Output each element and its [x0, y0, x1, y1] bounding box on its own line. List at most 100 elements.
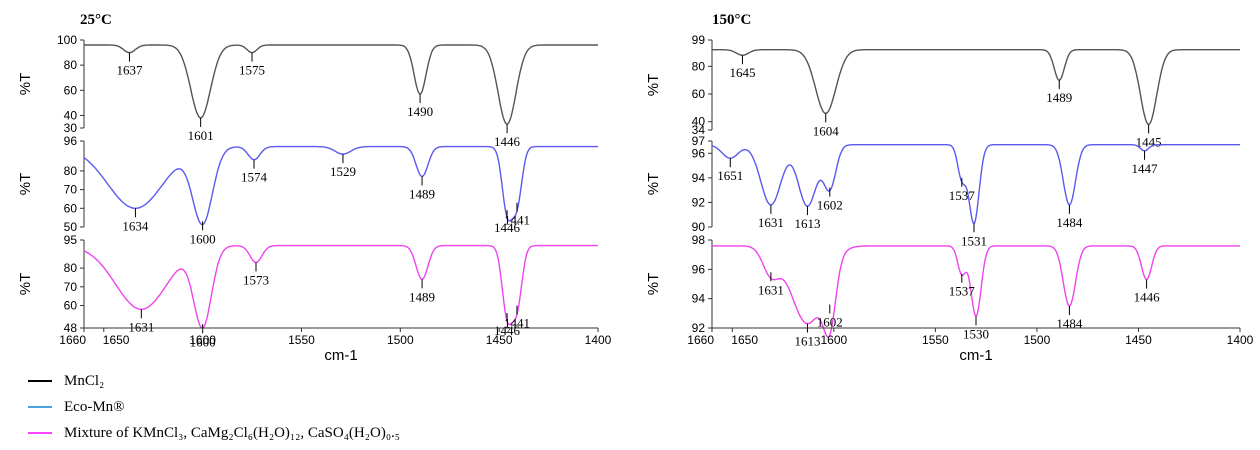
y-tick-label: 70 [64, 183, 78, 197]
peak-label: 1604 [813, 123, 840, 138]
peak-label: 1537 [949, 188, 976, 203]
y-tick-label: 99 [692, 33, 706, 47]
peak-label: 1489 [409, 289, 435, 304]
spectrum-line [712, 49, 1240, 126]
peak-label: 1631 [758, 282, 784, 297]
peak-label: 1645 [729, 65, 755, 80]
peak-label: 1573 [243, 272, 269, 287]
spectrum-line [711, 143, 1240, 225]
peak-label: 1489 [1046, 90, 1072, 105]
x-tick-label: 1400 [585, 333, 612, 347]
y-tick-label: 98 [692, 233, 706, 247]
y-axis-label: %T [17, 173, 34, 196]
legend-swatch-eco-mn [28, 406, 52, 408]
legend-label-eco-mn: Eco-Mn® [64, 398, 125, 415]
y-tick-label: 100 [57, 33, 77, 47]
x-tick-label: 1550 [922, 333, 949, 347]
y-tick-label: 92 [692, 321, 706, 335]
y-axis-label: %T [17, 73, 34, 96]
peak-label: 1613 [794, 216, 820, 231]
y-tick-label: 96 [64, 134, 78, 148]
peak-label: 1531 [961, 233, 987, 248]
x-tick-label: 1550 [288, 333, 315, 347]
peak-label: 1441 [504, 316, 530, 331]
peak-label: 1600 [190, 231, 216, 246]
spectrum-line [83, 244, 598, 329]
x-tick-label: 1500 [387, 333, 414, 347]
y-tick-label: 90 [692, 220, 706, 234]
peak-label: 1446 [1134, 290, 1161, 305]
peak-label: 1446 [494, 220, 521, 235]
y-tick-label: 94 [692, 292, 706, 306]
y-axis-label: %T [17, 273, 34, 296]
x-tick-label: 1600 [189, 333, 216, 347]
peak-label: 1529 [330, 164, 356, 179]
y-tick-label: 40 [64, 108, 78, 122]
chart-title: 150°C [712, 12, 751, 28]
legend-item-eco-mn: Eco-Mn® [28, 394, 400, 420]
y-tick-label: 60 [692, 87, 706, 101]
legend-item-mncl2: MnCl₂ [28, 368, 400, 394]
y-tick-label: 48 [64, 321, 78, 335]
y-tick-label: 92 [692, 195, 706, 209]
y-tick-label: 40 [692, 115, 706, 129]
legend-label-mixture: Mixture of KMnCl₃, CaMg₂Cl₆(H₂O)₁₂, CaSO… [64, 424, 401, 441]
peak-label: 1484 [1056, 316, 1083, 331]
peak-label: 1490 [407, 104, 433, 119]
peak-label: 1446 [494, 134, 521, 149]
peak-label: 1447 [1132, 161, 1159, 176]
y-tick-label: 34 [692, 123, 706, 137]
x-tick-label: 1660 [59, 333, 86, 347]
x-tick-label: 1450 [486, 333, 513, 347]
peak-label: 1631 [128, 319, 154, 334]
x-tick-label: 1450 [1125, 333, 1152, 347]
y-tick-label: 80 [692, 59, 706, 73]
peak-label: 1651 [717, 168, 743, 183]
x-tick-label: 1650 [731, 333, 758, 347]
y-axis-label: %T [645, 74, 662, 97]
x-tick-label: 1650 [103, 333, 130, 347]
ftir-figure: 25°C10080604030%T16371601157514901446968… [17, 12, 1254, 364]
spectrum-line [83, 145, 598, 226]
peak-label: 1537 [949, 284, 976, 299]
peak-label: 1530 [963, 326, 989, 341]
peak-label: 1600 [190, 334, 216, 349]
legend: MnCl₂ Eco-Mn® Mixture of KMnCl₃, CaMg₂Cl… [28, 368, 400, 446]
peak-label: 1484 [1056, 215, 1083, 230]
y-tick-label: 70 [64, 280, 78, 294]
x-tick-label: 1400 [1227, 333, 1254, 347]
x-tick-label: 1660 [687, 333, 714, 347]
peak-label: 1446 [494, 323, 521, 338]
peak-label: 1574 [241, 170, 268, 185]
y-tick-label: 96 [692, 262, 706, 276]
y-axis-label: %T [645, 173, 662, 196]
y-tick-label: 95 [64, 233, 78, 247]
peak-label: 1445 [1136, 134, 1162, 149]
y-tick-label: 30 [64, 121, 78, 135]
peak-label: 1601 [188, 128, 214, 143]
peak-label: 1575 [239, 63, 265, 78]
x-axis-label: cm-1 [959, 347, 992, 364]
legend-label-mncl2: MnCl₂ [64, 372, 105, 389]
peak-label: 1602 [817, 198, 843, 213]
peak-label: 1489 [409, 187, 435, 202]
legend-swatch-mncl2 [28, 380, 52, 382]
peak-label: 1613 [794, 334, 820, 349]
peak-label: 1631 [758, 215, 784, 230]
y-tick-label: 94 [692, 171, 706, 185]
y-axis-label: %T [645, 273, 662, 296]
y-tick-label: 60 [64, 201, 78, 215]
legend-swatch-mixture [28, 432, 52, 434]
y-tick-label: 97 [692, 134, 706, 148]
x-tick-label: 1600 [820, 333, 847, 347]
x-tick-label: 1500 [1024, 333, 1051, 347]
peak-label: 1637 [116, 63, 143, 78]
legend-item-mixture: Mixture of KMnCl₃, CaMg₂Cl₆(H₂O)₁₂, CaSO… [28, 420, 400, 446]
spectrum-line [84, 44, 598, 125]
